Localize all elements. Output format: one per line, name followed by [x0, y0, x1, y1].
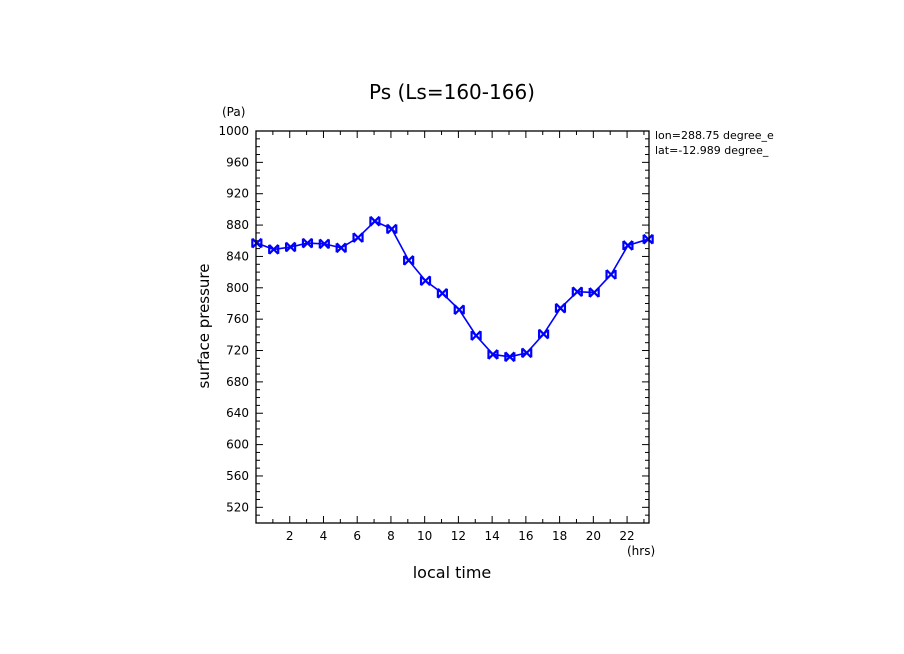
- data-point: [642, 233, 654, 245]
- x-unit-label: (hrs): [627, 544, 655, 558]
- data-point: [436, 288, 448, 299]
- data-point: [537, 328, 550, 340]
- x-tick-label: 2: [286, 529, 294, 543]
- y-tick-label: 800: [226, 281, 249, 295]
- data-point: [301, 237, 314, 249]
- marker-stroke: [572, 286, 583, 297]
- x-tick-label: 4: [320, 529, 328, 543]
- x-tick-label: 20: [586, 529, 601, 543]
- marker-stroke: [285, 241, 296, 253]
- y-tick-label: 920: [226, 187, 249, 201]
- y-tick-label: 760: [226, 312, 249, 326]
- y-unit-label: (Pa): [222, 105, 245, 119]
- data-point: [605, 269, 617, 280]
- y-tick-label: 1000: [218, 124, 249, 138]
- axis-ticks: 520 560 600 640 680 720 760 800 840 880 920 960 1000…: [218, 124, 649, 543]
- marker-stroke: [605, 269, 617, 280]
- x-tick-label: 8: [387, 529, 395, 543]
- y-tick-label: 880: [226, 218, 249, 232]
- data-point: [369, 215, 381, 227]
- marker-stroke: [319, 238, 330, 250]
- marker-stroke: [453, 304, 465, 316]
- marker-stroke: [487, 349, 499, 360]
- y-tick-label: 720: [226, 344, 249, 358]
- y-tick-label: 520: [226, 500, 249, 514]
- y-tick-label: 960: [226, 155, 249, 169]
- plot-frame: [255, 130, 650, 524]
- marker-stroke: [622, 240, 634, 251]
- data-point: [352, 232, 364, 243]
- marker-stroke: [352, 232, 364, 243]
- x-tick-label: 18: [552, 529, 567, 543]
- data-point: [386, 223, 398, 235]
- data-point: [588, 287, 600, 298]
- annotation-lat: lat=-12.989 degree_: [655, 144, 769, 157]
- x-tick-label: 14: [484, 529, 499, 543]
- data-point: [251, 237, 263, 249]
- marker-stroke: [302, 237, 313, 249]
- series-surface-pressure: [251, 215, 654, 363]
- marker-stroke: [335, 242, 347, 254]
- data-point: [470, 330, 482, 341]
- x-tick-label: 22: [619, 529, 634, 543]
- marker-stroke: [555, 302, 566, 314]
- data-point: [403, 255, 415, 266]
- x-tick-label: 12: [451, 529, 466, 543]
- x-tick-label: 6: [353, 529, 361, 543]
- chart-title: Ps (Ls=160-166): [369, 80, 535, 104]
- marker-stroke: [403, 255, 414, 266]
- data-point: [453, 304, 465, 316]
- data-point: [521, 347, 533, 359]
- y-tick-label: 600: [226, 438, 249, 452]
- marker-stroke: [268, 244, 279, 255]
- marker-stroke: [470, 330, 482, 341]
- y-tick-label: 640: [226, 406, 249, 420]
- data-point: [504, 351, 516, 363]
- data-point: [419, 275, 432, 287]
- marker-stroke: [642, 233, 654, 245]
- x-tick-label: 10: [417, 529, 432, 543]
- data-point: [554, 302, 567, 314]
- y-tick-label: 840: [226, 249, 249, 263]
- y-tick-label: 680: [226, 375, 249, 389]
- y-tick-label: 560: [226, 469, 249, 483]
- marker-stroke: [369, 215, 381, 227]
- marker-stroke: [504, 351, 516, 363]
- data-point: [571, 286, 583, 297]
- data-point: [622, 240, 634, 251]
- annotation-lon: lon=288.75 degree_e: [655, 129, 774, 142]
- marker-stroke: [521, 347, 532, 359]
- x-axis-label: local time: [413, 563, 492, 582]
- marker-stroke: [538, 328, 549, 340]
- marker-stroke: [420, 275, 431, 287]
- data-point: [487, 349, 499, 360]
- data-point: [318, 238, 330, 250]
- data-point: [335, 242, 347, 254]
- y-axis-label: surface pressure: [195, 264, 213, 389]
- marker-stroke: [437, 288, 448, 299]
- data-point: [284, 241, 297, 253]
- marker-stroke: [251, 237, 263, 249]
- x-tick-label: 16: [518, 529, 533, 543]
- data-point: [268, 244, 280, 255]
- marker-stroke: [588, 287, 600, 298]
- series-line: [256, 220, 649, 358]
- marker-stroke: [386, 223, 398, 235]
